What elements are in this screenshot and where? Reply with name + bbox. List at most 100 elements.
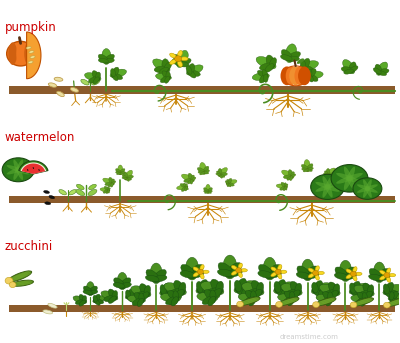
Ellipse shape — [285, 44, 296, 63]
Ellipse shape — [166, 72, 170, 79]
Ellipse shape — [98, 54, 109, 63]
Ellipse shape — [276, 301, 282, 307]
Ellipse shape — [367, 285, 374, 295]
Ellipse shape — [94, 299, 100, 305]
Ellipse shape — [303, 169, 308, 172]
Ellipse shape — [252, 73, 269, 81]
Ellipse shape — [252, 289, 262, 299]
Ellipse shape — [384, 302, 390, 308]
Ellipse shape — [174, 280, 185, 295]
Ellipse shape — [356, 297, 368, 305]
Ellipse shape — [218, 168, 222, 176]
Ellipse shape — [180, 57, 188, 61]
Circle shape — [174, 56, 182, 62]
Ellipse shape — [127, 295, 134, 302]
Ellipse shape — [116, 169, 122, 174]
Polygon shape — [22, 164, 45, 174]
Ellipse shape — [12, 280, 32, 283]
Ellipse shape — [369, 269, 383, 281]
Ellipse shape — [346, 274, 352, 279]
Ellipse shape — [187, 70, 200, 76]
Ellipse shape — [153, 270, 166, 282]
Ellipse shape — [193, 267, 199, 271]
Ellipse shape — [204, 295, 210, 304]
Ellipse shape — [373, 262, 385, 283]
Ellipse shape — [267, 271, 282, 278]
Ellipse shape — [353, 178, 382, 199]
Ellipse shape — [275, 287, 291, 295]
Ellipse shape — [258, 264, 274, 279]
Ellipse shape — [29, 51, 34, 53]
Ellipse shape — [7, 165, 30, 175]
Ellipse shape — [278, 273, 282, 279]
Ellipse shape — [327, 174, 330, 178]
Ellipse shape — [207, 188, 212, 193]
Ellipse shape — [111, 73, 122, 80]
Ellipse shape — [302, 168, 309, 171]
Polygon shape — [20, 163, 46, 174]
Ellipse shape — [334, 273, 348, 280]
Ellipse shape — [203, 290, 208, 299]
Ellipse shape — [5, 277, 13, 284]
Ellipse shape — [326, 168, 330, 176]
Ellipse shape — [207, 191, 211, 193]
Ellipse shape — [316, 182, 340, 192]
Ellipse shape — [161, 283, 170, 295]
Ellipse shape — [240, 269, 247, 272]
Ellipse shape — [226, 180, 237, 185]
Ellipse shape — [184, 178, 194, 182]
Ellipse shape — [226, 263, 242, 277]
Ellipse shape — [324, 173, 328, 176]
Ellipse shape — [242, 295, 249, 304]
Ellipse shape — [242, 283, 264, 295]
Ellipse shape — [140, 284, 150, 297]
Ellipse shape — [218, 168, 227, 177]
Ellipse shape — [350, 302, 357, 308]
Ellipse shape — [166, 296, 179, 305]
Ellipse shape — [322, 176, 333, 198]
Ellipse shape — [288, 170, 293, 178]
Ellipse shape — [324, 171, 328, 176]
Ellipse shape — [357, 291, 373, 298]
Ellipse shape — [108, 296, 116, 304]
Ellipse shape — [116, 172, 121, 174]
Ellipse shape — [334, 180, 345, 185]
Ellipse shape — [386, 277, 391, 282]
Ellipse shape — [111, 179, 114, 185]
Ellipse shape — [100, 188, 110, 192]
Ellipse shape — [81, 79, 89, 85]
Ellipse shape — [84, 73, 101, 81]
Ellipse shape — [237, 301, 244, 307]
Ellipse shape — [54, 77, 63, 81]
Ellipse shape — [16, 43, 25, 65]
Ellipse shape — [117, 272, 127, 290]
Ellipse shape — [110, 69, 126, 78]
Ellipse shape — [132, 298, 144, 306]
Ellipse shape — [177, 58, 191, 66]
Ellipse shape — [104, 295, 117, 302]
Ellipse shape — [301, 65, 314, 73]
Ellipse shape — [225, 181, 228, 184]
Ellipse shape — [48, 303, 57, 308]
Bar — [9, 196, 395, 203]
Ellipse shape — [218, 263, 234, 277]
Ellipse shape — [154, 66, 169, 73]
Ellipse shape — [33, 167, 34, 169]
Ellipse shape — [110, 69, 116, 76]
Ellipse shape — [313, 289, 323, 298]
Circle shape — [275, 269, 281, 274]
Ellipse shape — [369, 274, 382, 281]
Ellipse shape — [164, 62, 172, 71]
Ellipse shape — [101, 291, 118, 300]
Ellipse shape — [93, 296, 106, 303]
Ellipse shape — [356, 296, 367, 303]
Ellipse shape — [357, 185, 378, 193]
Ellipse shape — [185, 257, 199, 280]
Ellipse shape — [112, 291, 118, 299]
Ellipse shape — [275, 280, 286, 293]
Ellipse shape — [9, 282, 16, 287]
Ellipse shape — [311, 283, 331, 294]
Ellipse shape — [170, 53, 176, 58]
Ellipse shape — [153, 59, 170, 72]
Ellipse shape — [339, 260, 352, 282]
